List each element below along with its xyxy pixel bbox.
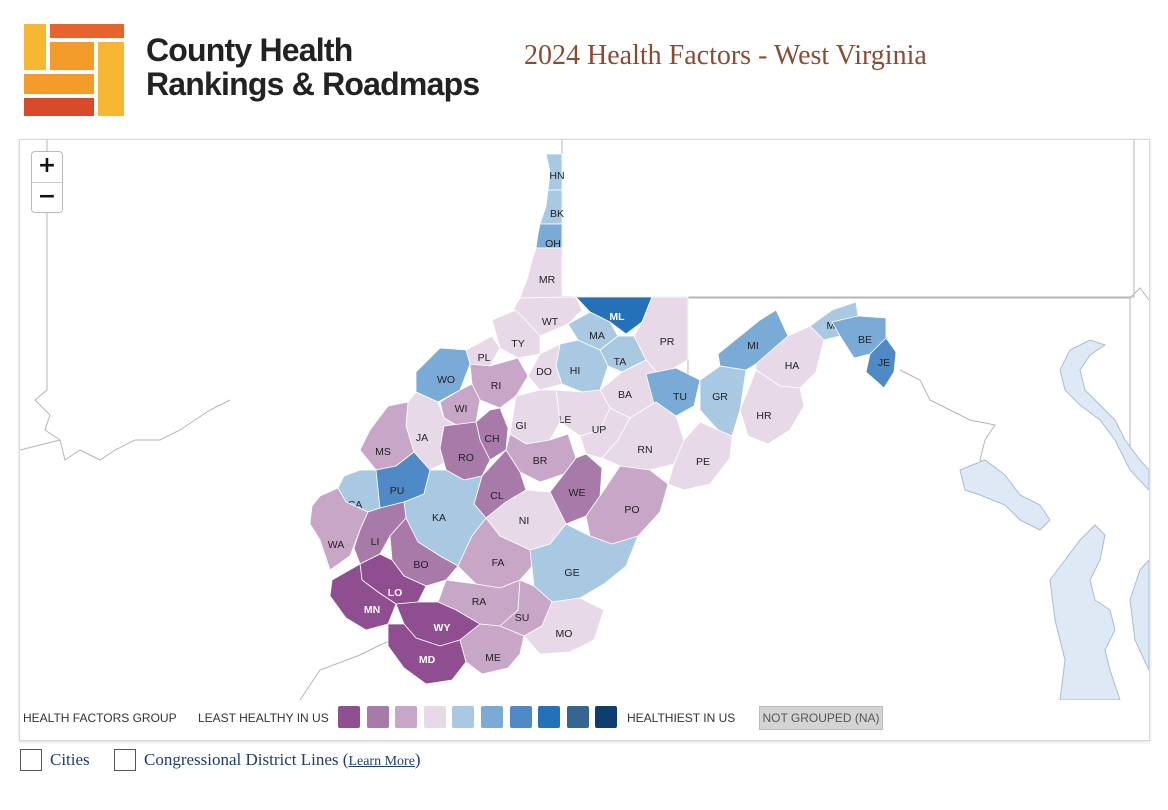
page-title: 2024 Health Factors - West Virginia bbox=[524, 40, 927, 71]
brand-line-2: Rankings & Roadmaps bbox=[146, 66, 480, 102]
legend-swatch-3 bbox=[395, 706, 418, 728]
county-shape[interactable] bbox=[459, 623, 525, 675]
county-shape[interactable] bbox=[539, 189, 563, 225]
map-panel[interactable]: HN BK OH MR WT ML MA PR TY PL TA HI DO WO RI BA TU GR MI HA… bbox=[19, 139, 1150, 741]
legend-swatch-8 bbox=[538, 706, 561, 728]
district-lines-checkbox[interactable] bbox=[114, 749, 136, 771]
legend-swatch-6 bbox=[481, 706, 503, 728]
county-gi[interactable]: GI bbox=[509, 389, 561, 445]
legend-swatch-9 bbox=[566, 706, 589, 728]
brand-line-1: County Health bbox=[146, 32, 353, 68]
county-shape[interactable] bbox=[519, 247, 563, 299]
county-shape[interactable] bbox=[739, 369, 805, 445]
cities-checkbox[interactable] bbox=[20, 749, 42, 771]
legend-healthiest-label: HEALTHIEST IN US bbox=[627, 711, 736, 725]
legend-swatch-5 bbox=[452, 706, 475, 728]
brand-name: County Health Rankings & Roadmaps bbox=[146, 32, 480, 102]
map-legend: HEALTH FACTORS GROUP LEAST HEALTHY IN US… bbox=[20, 703, 1149, 733]
county-shape[interactable] bbox=[465, 335, 501, 367]
zoom-in-button[interactable]: + bbox=[32, 152, 62, 183]
county-shape[interactable] bbox=[505, 433, 577, 483]
district-lines-label: Congressional District Lines (Learn More… bbox=[144, 750, 421, 769]
legend-swatch-10 bbox=[595, 706, 618, 728]
county-shape[interactable] bbox=[329, 563, 397, 631]
county-shape[interactable] bbox=[523, 597, 605, 655]
county-shape[interactable] bbox=[549, 453, 603, 525]
county-bk[interactable]: BK bbox=[539, 189, 564, 225]
zoom-control: + − bbox=[31, 151, 63, 213]
learn-more-link[interactable]: Learn More bbox=[348, 754, 415, 769]
county-oh[interactable]: OH bbox=[535, 223, 563, 250]
legend-swatch-1 bbox=[338, 706, 360, 728]
legend-group-label: HEALTH FACTORS GROUP bbox=[23, 711, 177, 725]
legend-not-grouped-badge: NOT GROUPED (NA) bbox=[759, 706, 883, 730]
cities-label: Cities bbox=[50, 750, 90, 769]
county-shape[interactable] bbox=[535, 223, 563, 249]
county-shape[interactable] bbox=[667, 421, 733, 491]
county-shape[interactable] bbox=[509, 389, 561, 445]
legend-swatch-4 bbox=[423, 706, 446, 728]
legend-swatch-2 bbox=[366, 706, 389, 728]
district-lines-option[interactable]: Congressional District Lines (Learn More… bbox=[114, 749, 454, 771]
county-health-rankings-logo bbox=[24, 24, 124, 116]
county-shape[interactable] bbox=[865, 337, 897, 389]
cities-option[interactable]: Cities bbox=[20, 749, 140, 771]
county-pl[interactable]: PL bbox=[465, 335, 501, 367]
legend-swatch-7 bbox=[509, 706, 532, 728]
chesapeake-bay bbox=[959, 339, 1149, 700]
county-mr[interactable]: MR bbox=[519, 247, 563, 299]
legend-least-healthy-label: LEAST HEALTHY IN US bbox=[198, 711, 329, 725]
zoom-out-button[interactable]: − bbox=[37, 184, 57, 209]
county-hn[interactable]: HN bbox=[545, 153, 565, 191]
county-shape[interactable] bbox=[545, 153, 563, 191]
